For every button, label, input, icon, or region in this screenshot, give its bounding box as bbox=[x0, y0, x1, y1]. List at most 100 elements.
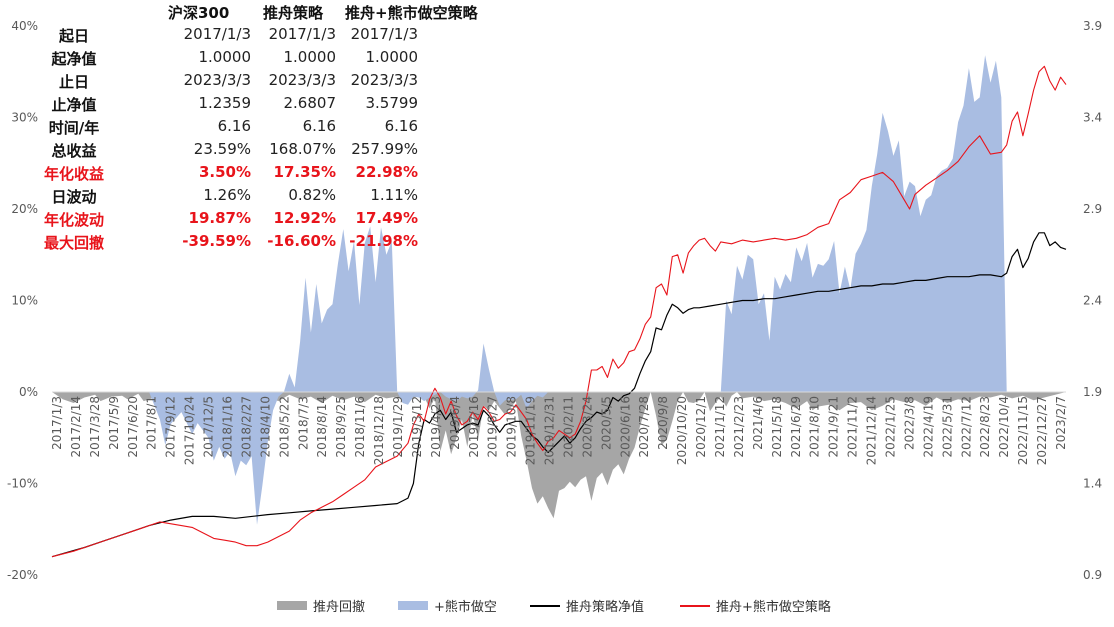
stats-cell: 257.99% bbox=[351, 140, 418, 158]
x-tick-label: 2018/11/6 bbox=[353, 396, 367, 458]
x-tick-label: 2018/1/16 bbox=[221, 396, 235, 458]
left-tick-label: 30% bbox=[11, 111, 38, 125]
stats-cell: 1.0000 bbox=[198, 48, 252, 66]
legend-label-nav: 推舟策略净值 bbox=[566, 600, 645, 615]
left-axis: -20% -10% 0% 10% 20% 30% 40% bbox=[7, 19, 38, 582]
stats-cell: 22.98% bbox=[355, 163, 418, 181]
x-tick-label: 2017/8/1 bbox=[145, 396, 159, 450]
x-tick-label: 2019/12/31 bbox=[543, 396, 557, 465]
x-tick-label: 2020/9/8 bbox=[656, 396, 670, 450]
header-hs300: 沪深300 bbox=[168, 4, 230, 22]
series-line-2 bbox=[51, 232, 1067, 558]
stats-cell: 17.49% bbox=[355, 209, 418, 227]
stats-cell: 19.87% bbox=[188, 209, 251, 227]
x-tick-label: 2022/10/4 bbox=[997, 396, 1011, 458]
x-tick-label: 2018/4/10 bbox=[258, 396, 272, 458]
chart-legend: 推舟回撤 +熊市做空 推舟策略净值 推舟+熊市做空策略 bbox=[0, 596, 1114, 618]
x-tick-label: 2020/3/24 bbox=[580, 396, 594, 458]
x-tick-label: 2017/12/5 bbox=[202, 396, 216, 458]
stats-cell: 168.07% bbox=[269, 140, 336, 158]
stats-row-label: 总收益 bbox=[51, 142, 97, 160]
stats-cell: 12.92% bbox=[273, 209, 336, 227]
x-tick-label: 2020/6/16 bbox=[618, 396, 632, 458]
left-tick-label: 10% bbox=[11, 294, 38, 308]
series-area-1 bbox=[52, 55, 1066, 525]
x-tick-label: 2017/6/20 bbox=[126, 396, 140, 458]
x-tick-label: 2017/5/9 bbox=[107, 396, 121, 450]
legend-item-drawdown: 推舟回撤 bbox=[277, 596, 365, 615]
x-tick-label: 2019/1/29 bbox=[391, 396, 405, 458]
x-tick-label: 2021/2/23 bbox=[732, 396, 746, 458]
x-tick-label: 2021/4/6 bbox=[751, 396, 765, 450]
right-tick-label: 1.4 bbox=[1083, 477, 1102, 491]
x-tick-label: 2022/12/27 bbox=[1035, 396, 1049, 465]
legend-item-nav: 推舟策略净值 bbox=[530, 596, 644, 615]
x-tick-label: 2017/3/28 bbox=[88, 396, 102, 458]
x-tick-label: 2021/12/14 bbox=[865, 396, 879, 465]
legend-swatch-short-nav bbox=[680, 604, 710, 607]
stats-row-label: 起日 bbox=[58, 27, 89, 45]
stats-cell: 0.82% bbox=[288, 186, 336, 204]
x-tick-label: 2017/1/3 bbox=[50, 396, 64, 450]
x-tick-label: 2022/8/23 bbox=[978, 396, 992, 458]
legend-swatch-drawdown bbox=[277, 601, 307, 610]
x-tick-label: 2020/7/28 bbox=[637, 396, 651, 458]
stats-cell: 1.26% bbox=[203, 186, 251, 204]
stats-row-label: 年化波动 bbox=[43, 211, 104, 229]
x-tick-label: 2022/11/15 bbox=[1016, 396, 1030, 465]
stats-cell: 6.16 bbox=[384, 117, 418, 135]
x-tick-label: 2022/1/25 bbox=[884, 396, 898, 458]
x-tick-label: 2020/10/20 bbox=[675, 396, 689, 465]
x-tick-label: 2018/9/25 bbox=[334, 396, 348, 458]
stats-cell: 1.11% bbox=[370, 186, 418, 204]
x-tick-label: 2019/6/4 bbox=[448, 396, 462, 450]
series-area-0 bbox=[52, 392, 1066, 519]
right-tick-label: 1.9 bbox=[1083, 385, 1102, 399]
left-tick-label: 0% bbox=[19, 385, 38, 399]
x-tick-label: 2022/3/8 bbox=[903, 396, 917, 450]
x-tick-label: 2017/2/14 bbox=[69, 396, 83, 458]
stats-row-label: 止净值 bbox=[51, 96, 97, 114]
x-axis: 2017/1/3 2017/2/14 2017/3/28 2017/5/9 2017/6… bbox=[50, 396, 1068, 465]
stats-cell: 2017/1/3 bbox=[268, 25, 336, 43]
left-tick-label: -20% bbox=[7, 568, 38, 582]
x-tick-label: 2022/5/31 bbox=[940, 396, 954, 458]
legend-label-short-nav: 推舟+熊市做空策略 bbox=[716, 600, 831, 615]
x-tick-label: 2019/4/23 bbox=[429, 396, 443, 458]
legend-label-short: +熊市做空 bbox=[434, 600, 497, 615]
x-tick-label: 2019/10/8 bbox=[505, 396, 519, 458]
x-tick-label: 2018/7/3 bbox=[296, 396, 310, 450]
x-tick-label: 2019/7/16 bbox=[467, 396, 481, 458]
x-tick-label: 2022/7/12 bbox=[959, 396, 973, 458]
x-tick-label: 2020/12/1 bbox=[694, 396, 708, 458]
legend-item-short-nav: 推舟+熊市做空策略 bbox=[680, 596, 831, 615]
x-tick-label: 2021/11/2 bbox=[846, 396, 860, 458]
stats-cell: 6.16 bbox=[302, 117, 336, 135]
stats-cell: 3.50% bbox=[198, 163, 251, 181]
legend-swatch-short bbox=[398, 601, 428, 610]
stats-cell: 2023/3/3 bbox=[350, 71, 418, 89]
x-tick-label: 2019/8/27 bbox=[486, 396, 500, 458]
line-layer bbox=[51, 65, 1067, 558]
x-tick-label: 2020/2/11 bbox=[562, 396, 576, 458]
right-tick-label: 3.9 bbox=[1083, 19, 1102, 33]
x-tick-label: 2019/11/19 bbox=[524, 396, 538, 465]
series-line-3 bbox=[51, 65, 1067, 558]
right-axis: 0.9 1.4 1.9 2.4 2.9 3.4 3.9 bbox=[1083, 19, 1102, 582]
area-layer bbox=[52, 55, 1066, 525]
legend-swatch-nav bbox=[530, 604, 560, 607]
stats-row-label: 起净值 bbox=[51, 50, 97, 68]
x-tick-label: 2018/5/22 bbox=[277, 396, 291, 458]
x-tick-label: 2018/2/27 bbox=[239, 396, 253, 458]
left-tick-label: -10% bbox=[7, 477, 38, 491]
x-tick-label: 2021/9/21 bbox=[827, 396, 841, 458]
x-tick-label: 2021/6/29 bbox=[789, 396, 803, 458]
stats-cell: 1.0000 bbox=[365, 48, 419, 66]
x-tick-label: 2021/8/10 bbox=[808, 396, 822, 458]
stats-cell: -21.98% bbox=[349, 232, 418, 250]
stats-cell: 6.16 bbox=[217, 117, 251, 135]
left-tick-label: 20% bbox=[11, 202, 38, 216]
stats-row-label: 时间/年 bbox=[48, 119, 100, 137]
header-tuizhou: 推舟策略 bbox=[263, 4, 324, 22]
